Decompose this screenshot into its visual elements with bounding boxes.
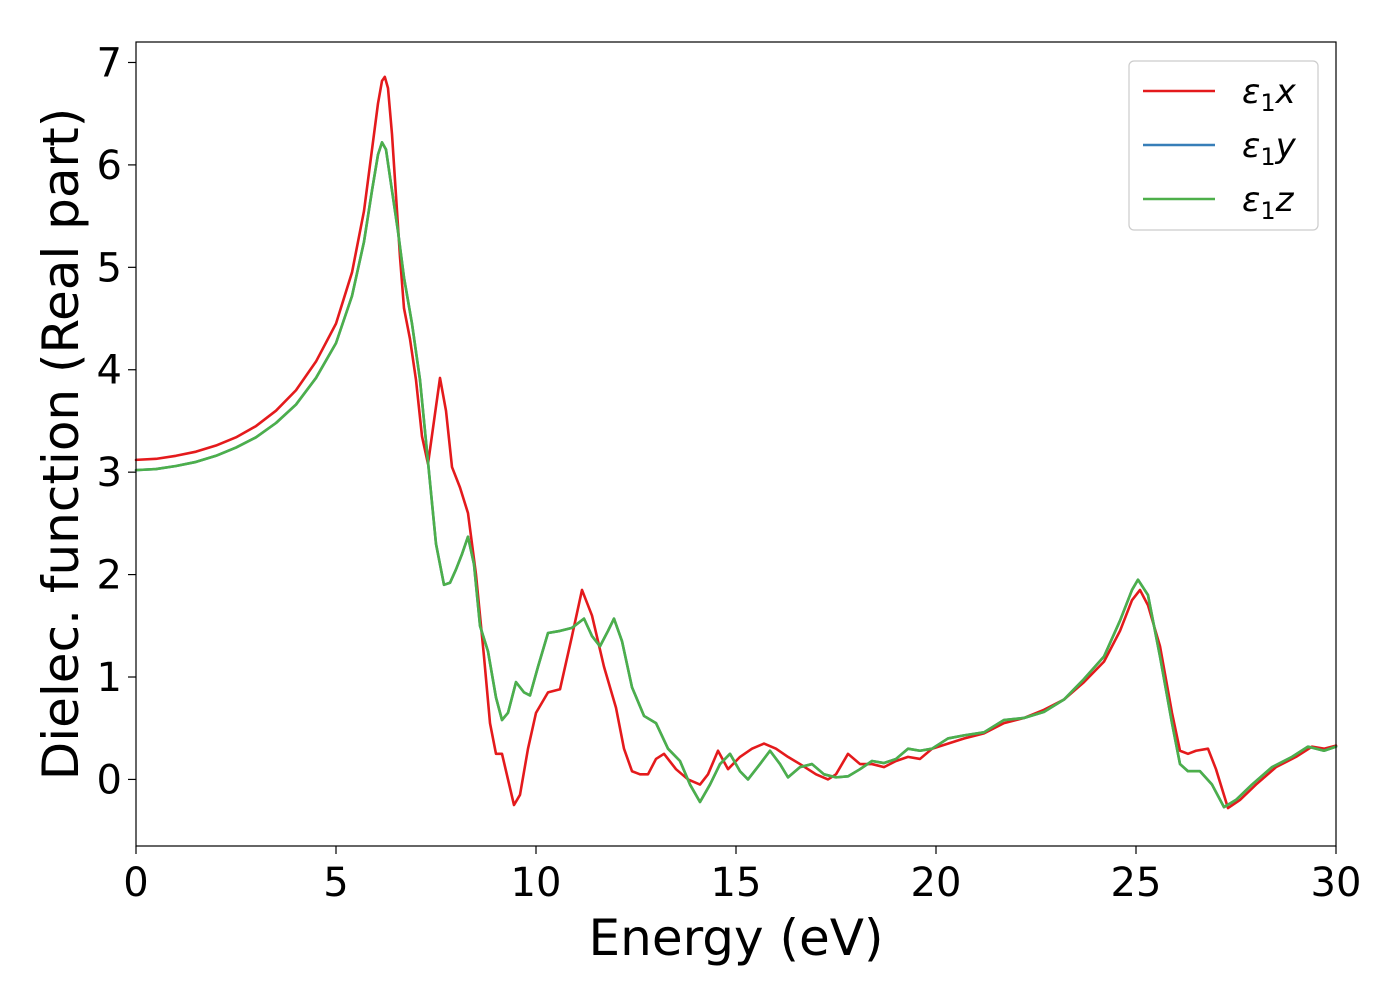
- y-tick-label: 7: [97, 40, 122, 86]
- legend-box: [1128, 60, 1319, 231]
- series-line-x: [134, 75, 1338, 810]
- legend-label-axis: z: [1275, 180, 1295, 220]
- x-tick-label: 25: [1111, 860, 1162, 906]
- y-tick-label: 4: [97, 348, 122, 394]
- y-tick-label: 5: [97, 245, 122, 291]
- x-tick-label: 20: [911, 860, 962, 906]
- legend-label-z: ε1z: [1242, 180, 1295, 225]
- y-tick-label: 2: [97, 553, 122, 599]
- legend-label-subscript: 1: [1260, 197, 1275, 225]
- x-tick-label: 0: [123, 860, 148, 906]
- y-tick-label: 3: [97, 450, 122, 496]
- y-tick-label: 0: [97, 757, 122, 803]
- x-tick-label: 15: [711, 860, 762, 906]
- x-axis-title: Energy (eV): [589, 909, 884, 967]
- legend-label-y: ε1y: [1242, 126, 1297, 171]
- x-axis: 0 5 10 15 20 25 30: [123, 846, 1361, 906]
- plot-lines: [134, 75, 1338, 810]
- legend-label-x: ε1x: [1242, 72, 1297, 117]
- legend-label-axis: y: [1275, 126, 1297, 166]
- y-tick-label: 1: [97, 655, 122, 701]
- x-tick-label: 5: [323, 860, 348, 906]
- y-tick-label: 6: [97, 143, 122, 189]
- series-line-z: [134, 141, 1338, 809]
- legend-label-symbol: ε: [1242, 72, 1260, 112]
- legend-label-symbol: ε: [1242, 126, 1260, 166]
- y-axis-title: Dielec. function (Real part): [32, 108, 90, 780]
- x-tick-label: 30: [1311, 860, 1362, 906]
- legend-label-subscript: 1: [1260, 143, 1275, 171]
- legend-label-symbol: ε: [1242, 180, 1260, 220]
- y-axis: 0 1 2 3 4 5 6 7: [97, 40, 136, 803]
- legend-label-subscript: 1: [1260, 89, 1275, 117]
- legend-label-axis: x: [1275, 72, 1297, 112]
- x-tick-label: 10: [511, 860, 562, 906]
